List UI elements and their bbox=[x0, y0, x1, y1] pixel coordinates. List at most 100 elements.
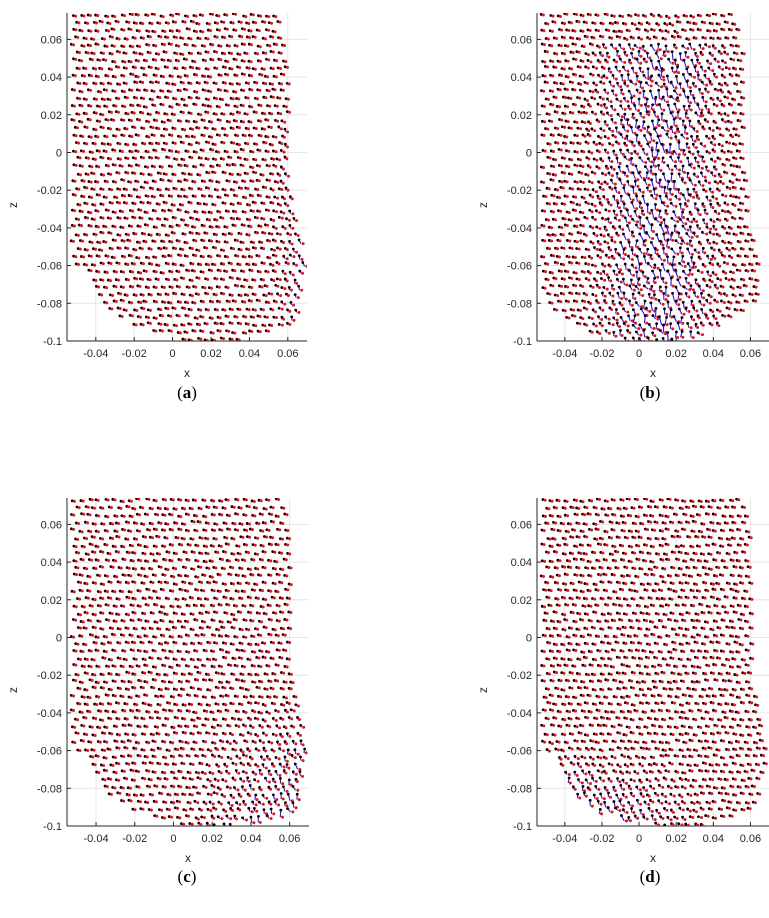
estimated-point bbox=[194, 14, 198, 18]
estimated-point bbox=[558, 255, 562, 259]
estimated-point bbox=[196, 292, 200, 296]
estimated-point bbox=[678, 168, 682, 172]
estimated-point bbox=[733, 98, 737, 102]
estimated-point bbox=[169, 254, 173, 258]
estimated-point bbox=[563, 52, 567, 56]
reference-point bbox=[284, 186, 288, 190]
reference-point bbox=[686, 156, 690, 160]
estimated-point bbox=[229, 156, 233, 160]
estimated-point bbox=[264, 96, 268, 100]
estimated-point bbox=[250, 269, 254, 273]
estimated-point bbox=[605, 273, 609, 277]
estimated-point bbox=[131, 209, 135, 213]
estimated-point bbox=[78, 97, 82, 101]
reference-point bbox=[657, 118, 661, 122]
estimated-point bbox=[145, 89, 149, 93]
reference-point bbox=[642, 224, 646, 228]
estimated-point bbox=[258, 149, 262, 153]
reference-point bbox=[696, 150, 700, 154]
estimated-point bbox=[267, 208, 271, 212]
estimated-point bbox=[247, 21, 251, 25]
estimated-point bbox=[71, 239, 75, 243]
reference-point bbox=[556, 195, 559, 199]
estimated-point bbox=[662, 78, 666, 82]
estimated-point bbox=[581, 181, 585, 185]
reference-point bbox=[207, 286, 211, 290]
estimated-point bbox=[97, 165, 101, 169]
reference-point bbox=[282, 254, 286, 258]
reference-point bbox=[255, 164, 259, 167]
reference-point bbox=[195, 81, 199, 85]
estimated-point bbox=[696, 138, 700, 142]
estimated-point bbox=[647, 131, 651, 135]
estimated-point bbox=[664, 252, 668, 256]
estimated-point bbox=[249, 120, 253, 124]
displacement-vector bbox=[671, 51, 674, 61]
estimated-point bbox=[757, 262, 761, 266]
reference-point bbox=[653, 263, 657, 267]
reference-point bbox=[567, 20, 571, 24]
estimated-point bbox=[135, 81, 139, 85]
reference-point bbox=[150, 194, 154, 198]
reference-point bbox=[550, 164, 553, 168]
reference-point bbox=[72, 14, 75, 18]
reference-point bbox=[583, 97, 587, 101]
reference-point bbox=[162, 172, 166, 176]
estimated-point bbox=[650, 257, 654, 261]
reference-point bbox=[282, 59, 285, 63]
reference-point bbox=[227, 261, 231, 265]
estimated-point bbox=[195, 30, 199, 34]
estimated-point bbox=[211, 58, 215, 62]
estimated-point bbox=[268, 44, 272, 48]
reference-point bbox=[69, 42, 73, 46]
estimated-point bbox=[657, 23, 661, 27]
reference-point bbox=[727, 28, 731, 31]
estimated-point bbox=[662, 161, 666, 165]
estimated-point bbox=[717, 22, 721, 26]
reference-point bbox=[708, 126, 711, 130]
estimated-point bbox=[241, 241, 245, 245]
estimated-point bbox=[714, 227, 718, 231]
reference-point bbox=[565, 239, 569, 242]
estimated-point bbox=[569, 218, 573, 222]
estimated-point bbox=[621, 214, 625, 218]
estimated-point bbox=[199, 113, 203, 117]
estimated-point bbox=[227, 103, 231, 107]
x-tick-label: 0.06 bbox=[740, 348, 761, 360]
estimated-point bbox=[651, 236, 655, 240]
reference-point bbox=[99, 173, 103, 176]
estimated-point bbox=[282, 150, 286, 154]
estimated-point bbox=[154, 270, 158, 274]
reference-point bbox=[71, 193, 75, 196]
estimated-point bbox=[235, 315, 239, 319]
reference-point bbox=[163, 65, 167, 69]
reference-point bbox=[187, 307, 191, 311]
reference-point bbox=[161, 300, 164, 304]
reference-point bbox=[608, 21, 612, 25]
estimated-point bbox=[555, 81, 559, 85]
estimated-point bbox=[205, 246, 209, 250]
estimated-point bbox=[679, 148, 683, 152]
reference-point bbox=[219, 216, 223, 219]
estimated-point bbox=[707, 136, 711, 140]
estimated-point bbox=[288, 309, 292, 313]
reference-point bbox=[661, 36, 665, 40]
estimated-point bbox=[161, 194, 165, 198]
reference-point bbox=[705, 150, 709, 153]
reference-point bbox=[709, 218, 713, 222]
reference-point bbox=[251, 292, 255, 296]
y-axis-label: z bbox=[476, 202, 490, 208]
reference-point bbox=[269, 35, 272, 38]
reference-point bbox=[189, 65, 192, 69]
estimated-point bbox=[209, 90, 213, 94]
y-tick-label: -0.02 bbox=[37, 185, 62, 197]
estimated-point bbox=[634, 266, 638, 270]
estimated-point bbox=[660, 221, 664, 225]
reference-point bbox=[654, 172, 658, 176]
estimated-point bbox=[166, 293, 170, 297]
estimated-point bbox=[276, 180, 280, 184]
estimated-point bbox=[725, 21, 729, 25]
reference-point bbox=[208, 120, 211, 123]
reference-point bbox=[615, 35, 619, 38]
reference-point bbox=[558, 118, 561, 121]
